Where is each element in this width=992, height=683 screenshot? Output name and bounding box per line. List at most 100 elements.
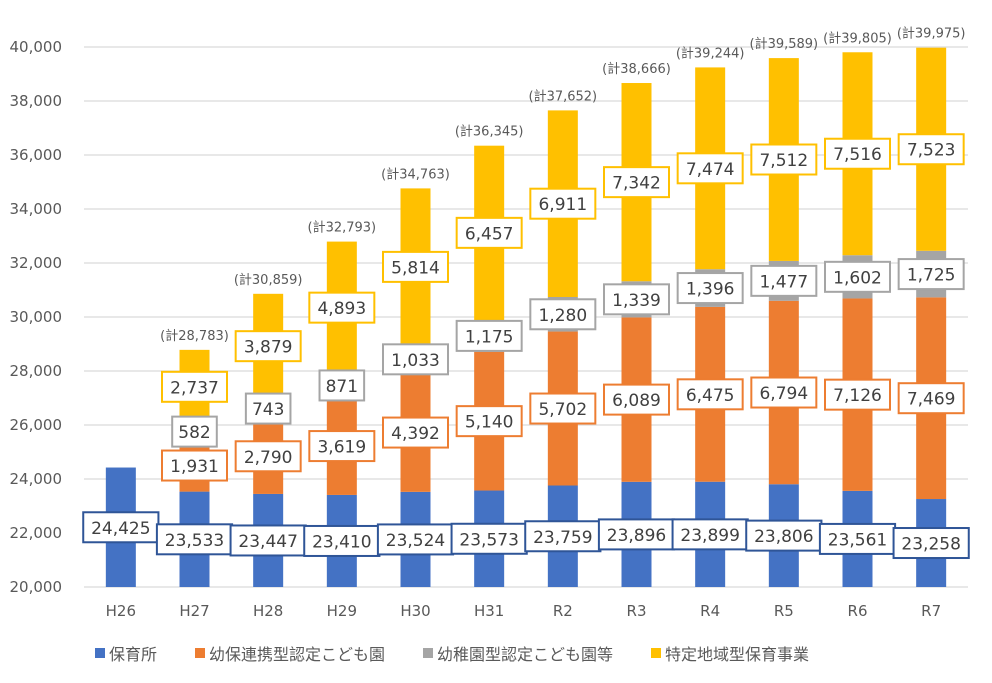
data-label-box (244, 392, 292, 425)
data-label: 7,342 (612, 174, 661, 194)
total-label: (計38,666) (602, 61, 671, 77)
data-label: 23,533 (165, 531, 224, 551)
data-label: 582 (178, 423, 210, 443)
y-tick-label: 24,000 (10, 470, 63, 488)
data-labels: 24,425 23,533 1,931 582 2,737 23,447 2,790 743 3… (82, 133, 970, 560)
data-label-box (376, 523, 455, 556)
data-label-box (455, 216, 523, 249)
data-label-box (450, 522, 528, 555)
x-tick-label: R5 (774, 602, 794, 620)
data-label-box (382, 416, 449, 449)
data-label-box (529, 392, 597, 425)
legend-item-yochien-gata[interactable]: 幼稚園型認定こども園等 (423, 641, 613, 665)
stacked-bar-chart: 20,000 22,000 24,000 26,000 28,000 30,000 32,0… (10, 26, 970, 620)
data-label: 7,516 (833, 145, 882, 165)
total-label: (計32,793) (308, 220, 377, 236)
data-label-box (750, 376, 818, 409)
legend-item-tokutei-chiiki[interactable]: 特定地域型保育事業 (651, 641, 809, 665)
data-label: 7,126 (833, 386, 882, 406)
legend-label: 特定地域型保育事業 (665, 645, 810, 664)
data-label: 23,447 (238, 532, 297, 552)
data-label-box (455, 319, 523, 352)
y-tick-label: 20,000 (10, 578, 63, 596)
total-label: (計39,805) (823, 30, 892, 46)
data-label: 23,896 (607, 526, 666, 546)
data-label-box (524, 520, 602, 553)
data-label: 4,392 (391, 424, 440, 444)
data-label-box (234, 330, 302, 363)
data-label: 23,561 (828, 530, 887, 550)
data-label-box (455, 405, 523, 438)
total-label: (計39,589) (750, 36, 819, 52)
data-label: 23,806 (754, 527, 813, 547)
data-label: 5,814 (391, 258, 440, 278)
legend: 保育所 幼保連携型認定こども園 幼稚園型認定こども園等 特定地域型保育事業 (95, 641, 809, 665)
data-label-box (818, 522, 897, 555)
data-label: 1,725 (907, 266, 956, 286)
legend-item-yoho-renkei[interactable]: 幼保連携型認定こども園 (195, 641, 385, 665)
data-label-box (603, 283, 670, 316)
x-tick-label: H27 (179, 602, 209, 620)
data-label: 7,474 (686, 160, 735, 180)
data-label-box (824, 378, 891, 411)
data-label-box (161, 449, 228, 482)
data-label: 1,931 (170, 457, 219, 477)
data-label-box (676, 152, 744, 185)
data-label: 1,339 (612, 291, 661, 311)
x-axis: H26 H27 H28 H29 H30 H31 R2 R3 R4 R5 R6 R7 (106, 602, 942, 620)
y-tick-label: 30,000 (10, 308, 63, 326)
data-label-box (234, 440, 302, 473)
y-tick-label: 22,000 (10, 524, 63, 542)
legend-label: 保育所 (109, 645, 158, 664)
total-label: (計39,244) (676, 45, 745, 61)
x-tick-label: R3 (627, 602, 647, 620)
total-label: (計28,783) (160, 328, 229, 344)
data-label-box (171, 415, 218, 448)
data-label: 7,469 (907, 390, 956, 410)
data-label-box (676, 378, 744, 411)
legend-item-hoikusho[interactable]: 保育所 (95, 641, 157, 665)
data-label-box (892, 527, 970, 560)
x-tick-label: H26 (106, 602, 136, 620)
data-label: 2,737 (170, 378, 219, 398)
x-tick-label: R7 (921, 602, 941, 620)
data-label: 4,893 (317, 299, 366, 319)
data-label-box (897, 382, 965, 415)
x-tick-label: H30 (400, 602, 430, 620)
x-tick-label: H28 (253, 602, 283, 620)
data-label: 23,899 (680, 526, 739, 546)
legend-label: 幼保連携型認定こども園 (209, 645, 386, 664)
data-label: 1,602 (833, 268, 882, 288)
x-tick-label: H31 (474, 602, 504, 620)
x-tick-label: R2 (553, 602, 573, 620)
data-label-box (745, 519, 823, 552)
data-label: 6,911 (538, 195, 587, 215)
data-label-box (750, 143, 818, 176)
data-label: 23,524 (386, 531, 445, 551)
data-label: 1,280 (538, 306, 587, 326)
data-label-box (897, 133, 965, 166)
data-label-box (750, 264, 818, 297)
data-label: 2,790 (244, 448, 293, 468)
data-label-box (308, 430, 376, 463)
data-label-box (603, 166, 670, 199)
data-label-box (318, 369, 366, 402)
data-label: 23,573 (459, 530, 518, 550)
data-label: 6,794 (759, 384, 808, 404)
data-label: 23,258 (901, 535, 960, 555)
y-tick-label: 36,000 (10, 146, 63, 164)
data-label: 7,523 (907, 141, 956, 161)
data-label-box (603, 383, 670, 416)
data-label-box (229, 524, 307, 557)
data-label-box (308, 291, 376, 324)
y-tick-label: 32,000 (10, 254, 63, 272)
total-label: (計37,652) (529, 88, 598, 104)
legend-swatch (423, 648, 434, 658)
data-label: 743 (252, 400, 284, 420)
x-tick-label: H29 (327, 602, 357, 620)
y-tick-label: 38,000 (10, 92, 63, 110)
data-label: 24,425 (91, 519, 150, 539)
data-label: 1,033 (391, 351, 440, 371)
data-label-box (529, 298, 597, 331)
total-labels: (計28,783) (計30,859) (計32,793) (計34,763) (計36… (160, 26, 965, 344)
